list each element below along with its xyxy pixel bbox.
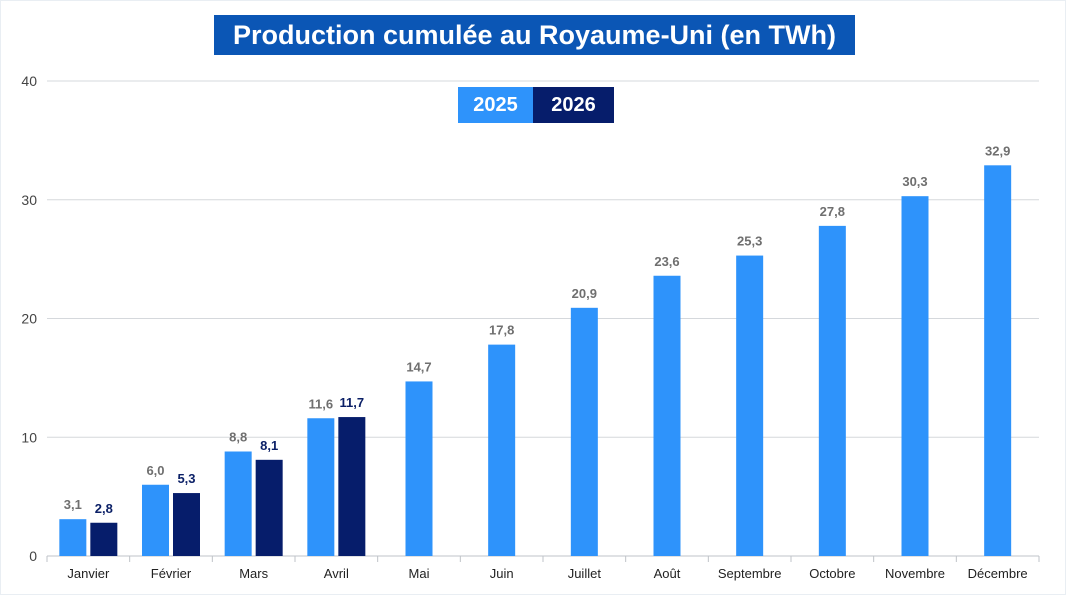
x-tick-label: Août bbox=[654, 566, 681, 581]
data-label-2026: 11,7 bbox=[340, 395, 365, 410]
legend-item-2025: 2025 bbox=[458, 87, 533, 123]
bar-2025-mai bbox=[405, 381, 433, 556]
x-tick-label: Avril bbox=[324, 566, 349, 581]
data-label-2025: 11,6 bbox=[309, 396, 334, 411]
x-tick-label: Septembre bbox=[718, 566, 782, 581]
bar-2025-novembre bbox=[901, 196, 929, 556]
data-label-2026: 8,1 bbox=[260, 438, 278, 453]
data-label-2025: 25,3 bbox=[737, 234, 762, 249]
bar-2025-août bbox=[653, 275, 681, 556]
y-tick-label: 0 bbox=[29, 548, 37, 564]
x-tick-label: Juin bbox=[490, 566, 514, 581]
bar-2025-octobre bbox=[818, 225, 846, 556]
bar-2025-septembre bbox=[736, 255, 764, 556]
bar-2025-avril bbox=[307, 418, 335, 556]
data-label-2025: 14,7 bbox=[406, 359, 431, 374]
bar-2026-février bbox=[173, 493, 200, 556]
bar-2026-mars bbox=[255, 459, 283, 556]
x-tick-label: Novembre bbox=[885, 566, 945, 581]
bar-2025-juin bbox=[488, 344, 516, 556]
x-tick-label: Octobre bbox=[809, 566, 855, 581]
bar-2025-mars bbox=[224, 451, 252, 556]
y-tick-label: 30 bbox=[21, 192, 37, 208]
data-label-2025: 6,0 bbox=[146, 463, 164, 478]
x-tick-label: Juillet bbox=[568, 566, 602, 581]
x-tick-label: Janvier bbox=[67, 566, 110, 581]
y-tick-label: 10 bbox=[21, 429, 37, 445]
data-label-2025: 20,9 bbox=[572, 286, 597, 301]
bar-2026-janvier bbox=[90, 522, 118, 556]
y-tick-label: 40 bbox=[21, 73, 37, 89]
x-tick-label: Mai bbox=[409, 566, 430, 581]
data-label-2025: 32,9 bbox=[985, 143, 1010, 158]
data-label-2025: 8,8 bbox=[229, 430, 247, 445]
data-label-2026: 5,3 bbox=[177, 471, 195, 486]
bar-2026-avril bbox=[338, 417, 366, 556]
legend-item-2026: 2026 bbox=[533, 87, 614, 123]
data-label-2025: 17,8 bbox=[489, 323, 514, 338]
data-label-2025: 23,6 bbox=[654, 254, 679, 269]
data-label-2025: 30,3 bbox=[902, 174, 927, 189]
data-label-2025: 27,8 bbox=[820, 204, 845, 219]
x-tick-label: Mars bbox=[239, 566, 268, 581]
bar-2025-décembre bbox=[984, 165, 1012, 556]
data-label-2025: 3,1 bbox=[64, 497, 82, 512]
bar-2025-février bbox=[142, 484, 169, 556]
data-label-2026: 2,8 bbox=[95, 501, 113, 516]
bar-2025-janvier bbox=[59, 519, 87, 556]
x-tick-label: Décembre bbox=[968, 566, 1028, 581]
x-tick-label: Février bbox=[151, 566, 192, 581]
chart-title: Production cumulée au Royaume-Uni (en TW… bbox=[214, 15, 855, 55]
bar-2025-juillet bbox=[570, 307, 598, 556]
y-tick-label: 20 bbox=[21, 311, 37, 327]
